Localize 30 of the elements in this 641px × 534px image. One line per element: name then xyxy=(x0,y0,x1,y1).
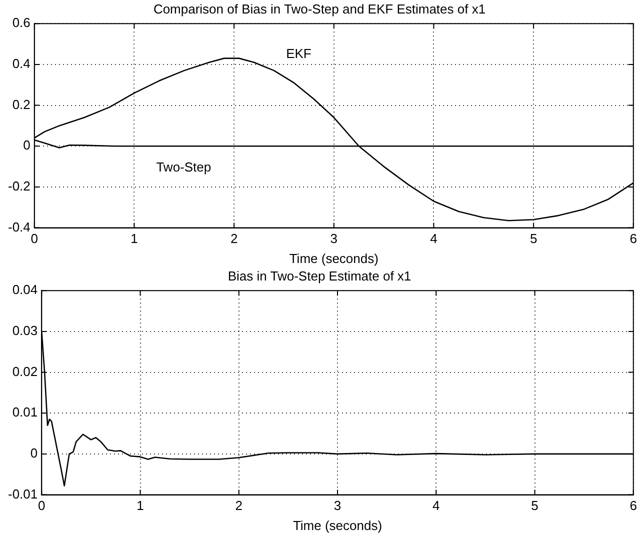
x-tick-label: 3 xyxy=(330,231,338,246)
y-tick-label: 0.2 xyxy=(12,96,30,112)
chart-title: Bias in Two-Step Estimate of x1 xyxy=(228,268,412,284)
series-label: EKF xyxy=(286,46,312,61)
y-tick-label: 0.03 xyxy=(12,323,38,338)
x-axis-title: Time (seconds) xyxy=(292,518,382,533)
chart-title: Comparison of Bias in Two-Step and EKF Estimates of x1 xyxy=(153,1,486,16)
x-tick-label: 2 xyxy=(230,231,238,246)
y-tick-label: 0 xyxy=(30,446,38,461)
y-tick-label: -0.2 xyxy=(8,178,30,194)
x-tick-label: 5 xyxy=(531,498,538,514)
x-axis-title: Time (seconds) xyxy=(289,250,378,266)
x-tick-label: 5 xyxy=(530,231,538,246)
y-tick-label: -0.4 xyxy=(8,219,30,234)
x-tick-label: 1 xyxy=(136,498,144,514)
y-tick-label: 0 xyxy=(23,138,30,153)
y-tick-label: 0.4 xyxy=(12,56,30,72)
series-label: Two-Step xyxy=(156,160,212,175)
y-tick-label: 0.04 xyxy=(12,282,38,298)
x-tick-label: 4 xyxy=(432,498,440,514)
x-tick-label: 2 xyxy=(235,498,242,514)
y-tick-label: 0.01 xyxy=(12,404,38,420)
x-tick-label: 6 xyxy=(630,498,637,514)
y-tick-label: 0.02 xyxy=(12,364,38,379)
y-tick-label: -0.01 xyxy=(8,486,38,502)
x-tick-label: 3 xyxy=(334,498,342,514)
x-tick-label: 4 xyxy=(430,231,438,246)
x-tick-label: 6 xyxy=(630,231,637,246)
x-tick-label: 1 xyxy=(130,231,138,246)
y-tick-label: 0.6 xyxy=(12,15,30,30)
